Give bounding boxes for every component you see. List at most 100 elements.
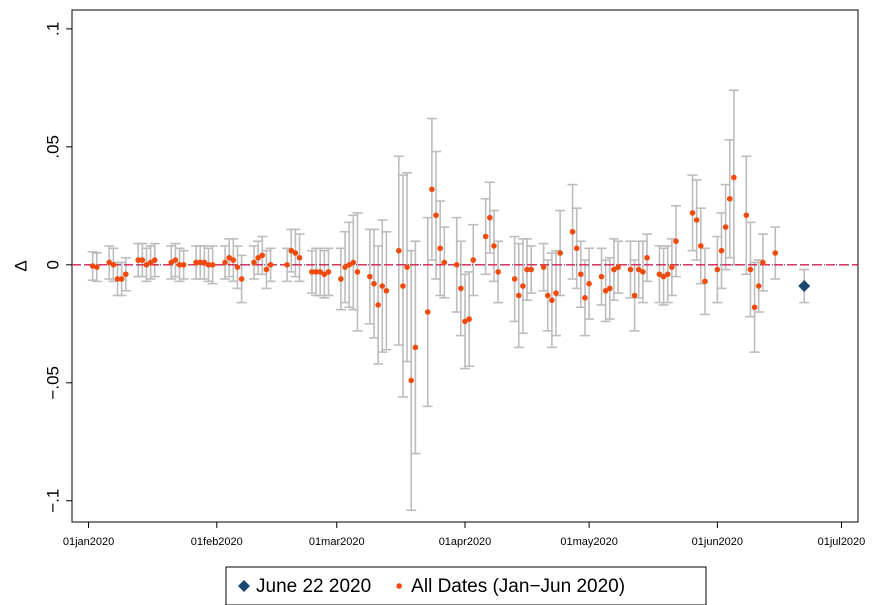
data-point (296, 254, 303, 261)
data-point (412, 344, 419, 351)
data-point (689, 210, 696, 216)
data-point (168, 259, 175, 266)
data-point (151, 257, 158, 263)
data-point (544, 292, 551, 299)
data-point (122, 271, 129, 278)
data-point (106, 259, 113, 266)
data-point (491, 243, 497, 249)
data-point (433, 212, 439, 219)
data-point (664, 271, 671, 278)
data-point (437, 245, 443, 252)
data-point (602, 287, 609, 294)
data-point (375, 302, 381, 308)
data-point (325, 269, 332, 275)
y-tick-label: −.05 (43, 366, 62, 400)
data-point (718, 247, 725, 254)
data-point (466, 316, 472, 322)
data-point (367, 273, 373, 280)
data-point (429, 186, 435, 193)
legend-marker (396, 583, 402, 589)
data-point (656, 271, 663, 278)
data-point (698, 243, 704, 249)
data-point (176, 262, 183, 268)
data-point (573, 245, 580, 252)
data-point (615, 264, 621, 270)
data-point (557, 250, 563, 256)
data-point (524, 266, 530, 273)
data-point (147, 259, 154, 266)
data-point (627, 266, 634, 273)
data-point (354, 269, 361, 275)
legend-label: All Dates (Jan−Jun 2020) (411, 576, 625, 597)
data-point (230, 257, 237, 263)
data-point (515, 292, 522, 299)
data-point (346, 262, 352, 268)
data-point (553, 290, 559, 296)
data-point (110, 262, 117, 268)
data-point (94, 264, 100, 270)
data-point (197, 259, 204, 266)
data-point (702, 278, 708, 285)
data-point (441, 259, 448, 266)
data-point (135, 257, 141, 263)
data-point (640, 269, 646, 275)
data-point (528, 266, 534, 273)
data-point (114, 276, 121, 282)
data-point (118, 276, 125, 282)
data-point (222, 259, 228, 266)
data-point (743, 212, 750, 219)
x-tick-label: 01jul2020 (818, 536, 866, 548)
data-point (606, 285, 613, 292)
x-tick-label: 01may2020 (560, 536, 618, 548)
data-point (751, 304, 758, 311)
data-point (731, 174, 737, 181)
data-point (313, 269, 319, 275)
data-point (569, 228, 576, 235)
data-point (487, 214, 493, 221)
data-point (408, 377, 415, 384)
data-point (139, 257, 146, 263)
data-point (635, 266, 642, 273)
data-point (342, 264, 348, 270)
x-tick-label: 01jan2020 (63, 536, 114, 548)
data-point (453, 262, 460, 268)
data-point (747, 266, 754, 273)
data-point (798, 280, 811, 293)
data-point (714, 266, 721, 273)
data-point (338, 276, 344, 282)
x-tick-label: 01mar2020 (309, 536, 365, 548)
data-point (288, 247, 295, 254)
y-axis-title: Δ (11, 260, 30, 271)
data-point (379, 283, 386, 289)
data-point (292, 250, 299, 256)
y-tick-label: .1 (43, 22, 62, 36)
data-point (495, 269, 501, 275)
y-tick-label: .05 (43, 135, 62, 159)
data-point (611, 266, 617, 273)
data-point (205, 262, 212, 268)
data-point (226, 254, 232, 261)
data-point (520, 283, 526, 289)
data-point (263, 266, 270, 273)
y-tick-label: −.1 (43, 489, 62, 513)
data-point (172, 257, 179, 263)
y-tick-label: 0 (43, 260, 62, 269)
data-point (396, 247, 402, 254)
data-point (350, 259, 357, 266)
data-point (201, 259, 208, 266)
data-point (259, 252, 266, 259)
data-point (726, 195, 733, 202)
data-point (180, 262, 187, 268)
data-point (673, 238, 679, 245)
data-point (309, 269, 315, 275)
data-point (267, 262, 274, 268)
data-point (482, 233, 489, 240)
data-point (549, 297, 555, 304)
data-point (722, 224, 729, 230)
legend-label: June 22 2020 (256, 576, 371, 597)
data-point (470, 257, 477, 263)
data-point (511, 276, 518, 282)
data-point (540, 264, 547, 270)
